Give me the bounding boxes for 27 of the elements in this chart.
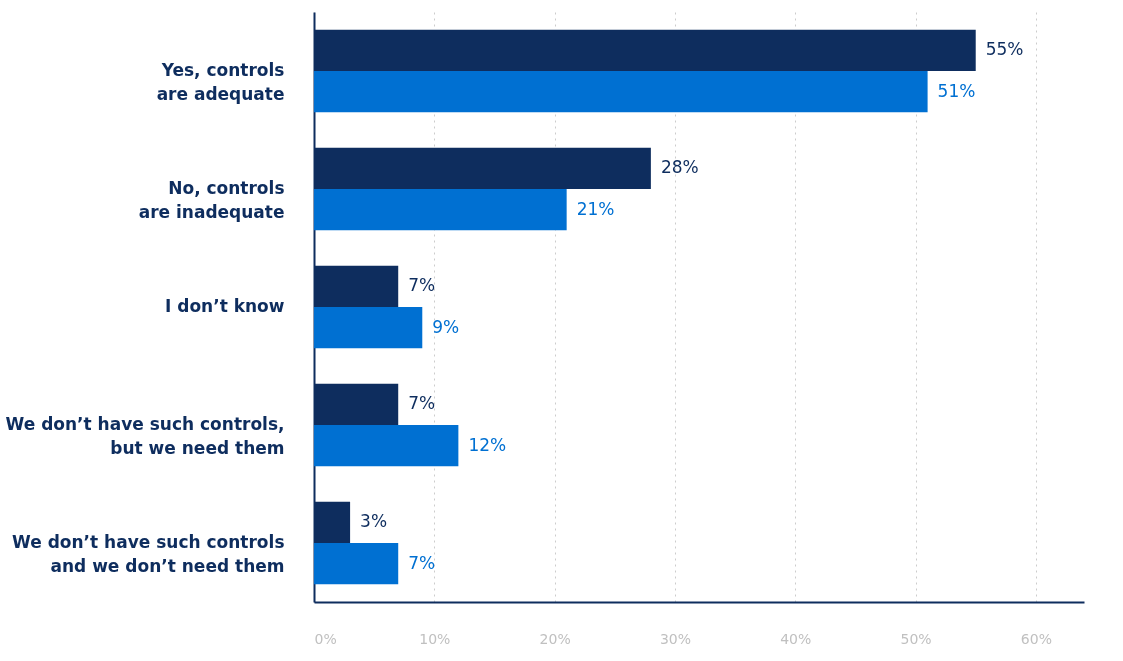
y-tick-label: I don’t know bbox=[165, 296, 285, 316]
bar bbox=[314, 425, 459, 467]
x-tick-label: 60% bbox=[1020, 630, 1052, 647]
bar bbox=[314, 543, 399, 585]
bar bbox=[314, 189, 567, 231]
bar bbox=[314, 307, 423, 349]
x-tick-label: 10% bbox=[419, 630, 451, 647]
data-label: 12% bbox=[468, 434, 507, 455]
x-tick-label: 0% bbox=[314, 630, 337, 647]
data-label: 7% bbox=[408, 275, 436, 296]
data-label: 28% bbox=[660, 157, 699, 178]
x-tick-label: 40% bbox=[780, 630, 812, 647]
y-tick-label: We don’t have such controls and we don’t need them bbox=[12, 532, 285, 576]
data-label: 7% bbox=[408, 552, 436, 573]
data-label: 21% bbox=[576, 198, 615, 219]
data-label: 55% bbox=[985, 39, 1024, 60]
x-tick-label: 30% bbox=[659, 630, 691, 647]
data-label: 51% bbox=[937, 80, 976, 101]
data-label: 9% bbox=[432, 316, 460, 337]
data-label: 3% bbox=[360, 511, 388, 532]
y-tick-label: Yes, controls are adequate bbox=[156, 60, 285, 104]
data-label: 7% bbox=[408, 393, 436, 414]
x-tick-label: 50% bbox=[900, 630, 932, 647]
x-tick-label: 20% bbox=[539, 630, 571, 647]
bar bbox=[314, 71, 928, 113]
y-tick-label: No, controls are inadequate bbox=[138, 178, 285, 222]
y-tick-label: We don’t have such controls, but we need them bbox=[5, 414, 285, 458]
